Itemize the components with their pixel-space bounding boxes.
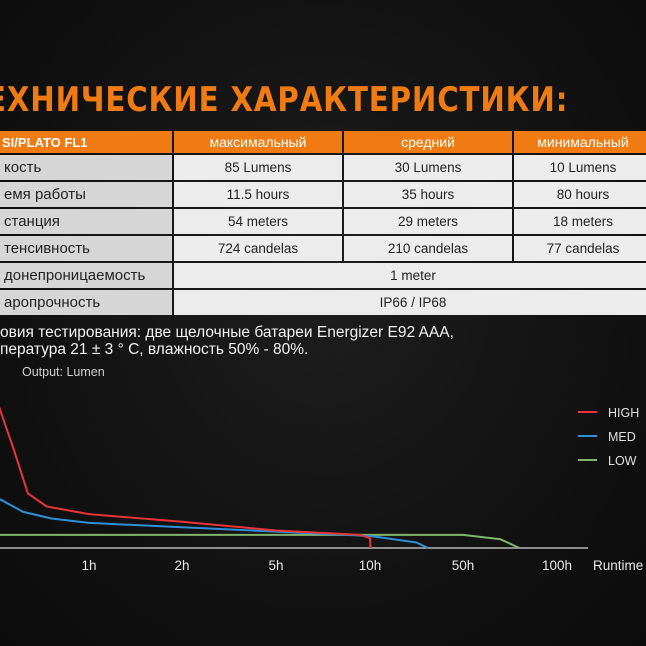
table-cell: 35 hours	[344, 182, 512, 207]
header-max: максимальный	[174, 131, 342, 153]
table-cell: 724 candelas	[174, 236, 342, 261]
header-min: минимальный	[514, 131, 646, 153]
table-cell: 29 meters	[344, 209, 512, 234]
table-cell-merged: IP66 / IP68	[174, 290, 646, 315]
table-row: аропрочность IP66 / IP68	[0, 290, 646, 315]
table-cell: 18 meters	[514, 209, 646, 234]
table-cell-merged: 1 meter	[174, 263, 646, 288]
legend-label-low: LOW	[608, 454, 637, 468]
legend: HIGH MED LOW	[578, 406, 639, 468]
y-axis-label: Output: Lumen	[22, 365, 105, 379]
table-row: тенсивность 724 candelas 210 candelas 77…	[0, 236, 646, 261]
runtime-chart: Output: Lumen 1h 2h 5h 10h 50h 100h Runtime H…	[0, 365, 643, 573]
series-lines	[0, 406, 520, 549]
header-model: SI/PLATO FL1	[0, 131, 172, 153]
x-axis-ticks: 1h 2h 5h 10h 50h 100h	[81, 558, 572, 573]
note-line: пература 21 ± 3 ° C, влажность 50% - 80%…	[0, 341, 309, 358]
x-axis-label: Runtime	[593, 558, 643, 573]
note-line: овия тестирования: две щелочные батареи …	[0, 324, 454, 341]
row-label: аропрочность	[0, 290, 172, 315]
series-line-med	[0, 498, 429, 549]
header-mid: средний	[344, 131, 512, 153]
x-tick-label: 100h	[542, 558, 572, 573]
x-tick-label: 2h	[174, 558, 189, 573]
table-row: емя работы 11.5 hours 35 hours 80 hours	[0, 182, 646, 207]
table-cell: 11.5 hours	[174, 182, 342, 207]
table-row: кость 85 Lumens 30 Lumens 10 Lumens	[0, 155, 646, 180]
test-conditions-note: овия тестирования: две щелочные батареи …	[0, 324, 454, 358]
x-tick-label: 5h	[268, 558, 283, 573]
table-row: донепроницаемость 1 meter	[0, 263, 646, 288]
table-row: станция 54 meters 29 meters 18 meters	[0, 209, 646, 234]
row-label: донепроницаемость	[0, 263, 172, 288]
row-label: станция	[0, 209, 172, 234]
row-label: кость	[0, 155, 172, 180]
series-line-low	[0, 533, 520, 549]
x-tick-label: 50h	[452, 558, 475, 573]
table-cell: 210 candelas	[344, 236, 512, 261]
legend-label-med: MED	[608, 430, 636, 444]
legend-label-high: HIGH	[608, 406, 639, 420]
table-cell: 85 Lumens	[174, 155, 342, 180]
spec-header-row: SI/PLATO FL1 максимальный средний минима…	[0, 131, 646, 153]
row-label: тенсивность	[0, 236, 172, 261]
table-cell: 54 meters	[174, 209, 342, 234]
table-cell: 77 candelas	[514, 236, 646, 261]
table-cell: 80 hours	[514, 182, 646, 207]
spec-table: SI/PLATO FL1 максимальный средний минима…	[0, 129, 646, 317]
page-title: ЕХНИЧЕСКИЕ ХАРАКТЕРИСТИКИ:	[0, 80, 569, 120]
x-tick-label: 1h	[81, 558, 96, 573]
table-cell: 30 Lumens	[344, 155, 512, 180]
x-tick-label: 10h	[359, 558, 382, 573]
table-cell: 10 Lumens	[514, 155, 646, 180]
row-label: емя работы	[0, 182, 172, 207]
series-line-high	[0, 406, 372, 549]
